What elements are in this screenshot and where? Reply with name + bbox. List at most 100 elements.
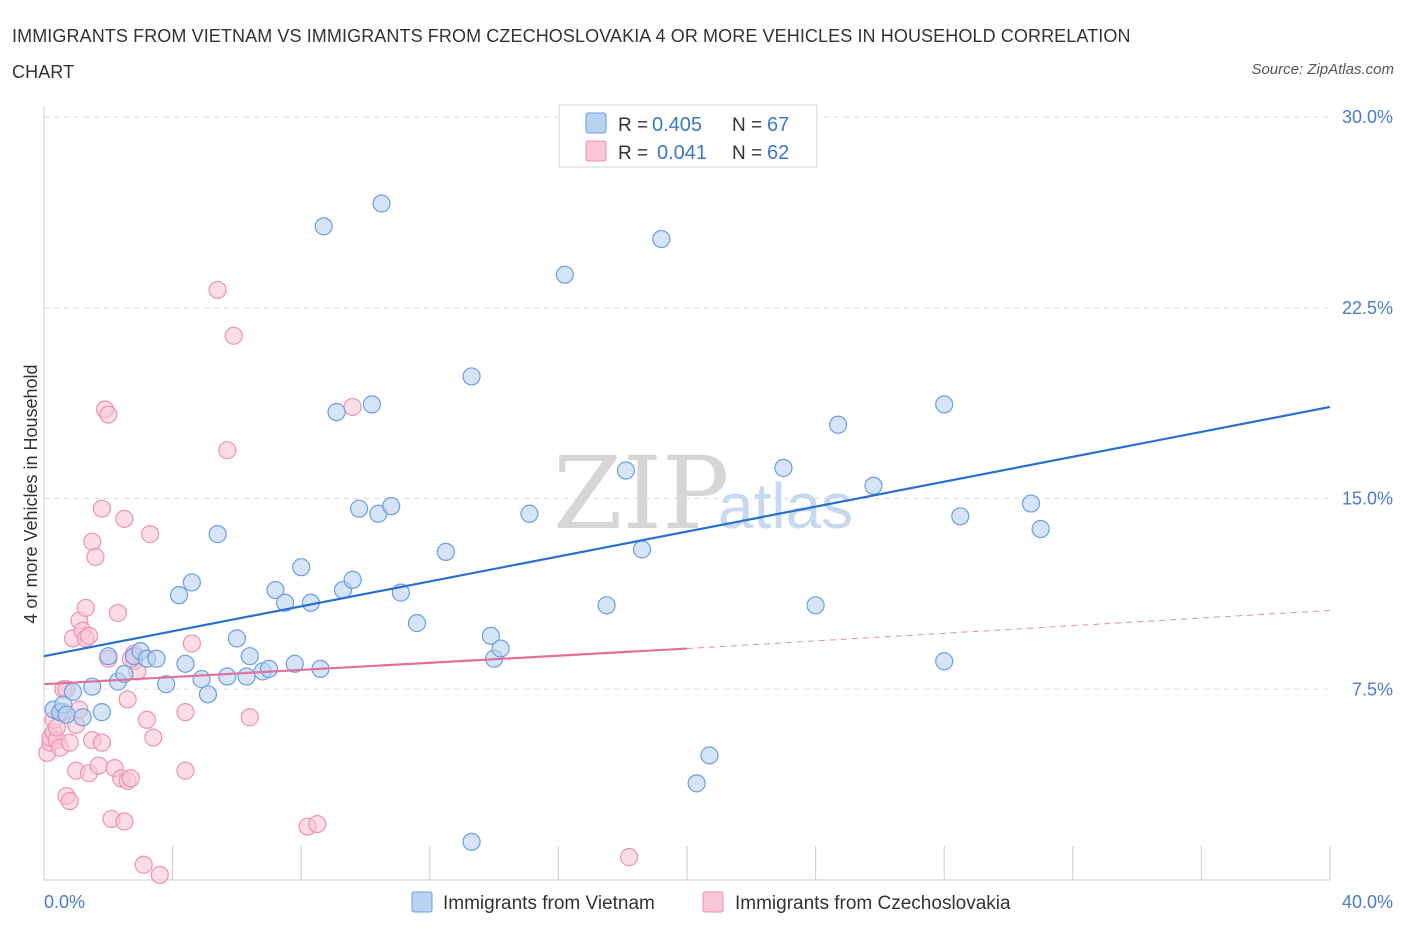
vietnam-point-28 <box>266 580 285 600</box>
vietnam-point-63 <box>935 652 954 671</box>
vietnam-point-19 <box>192 669 211 689</box>
legend-r-value-vietnam: 0.405 <box>652 114 702 136</box>
vietnam-point-14 <box>147 649 166 668</box>
top-legend: R = 0.405 N = 67 R = 0.041 N = 62 <box>558 104 818 168</box>
bottom-legend-label-vietnam: Immigrants from Vietnam <box>443 893 655 914</box>
vietnam-point-41 <box>372 194 391 213</box>
czech-point-59 <box>620 848 639 867</box>
vietnam-point-64 <box>935 395 954 414</box>
x-tick-label-min: 0.0% <box>44 892 85 912</box>
y-tick-labels: 7.5% 15.0% 22.5% 30.0% <box>1342 107 1393 699</box>
trend-lines <box>43 405 1331 686</box>
vietnam-point-53 <box>597 596 616 615</box>
vietnam-point-4 <box>63 682 83 701</box>
watermark-atlas: atlas <box>718 470 853 542</box>
czech-point-40 <box>118 690 137 709</box>
bottom-legend-swatch-vietnam <box>411 891 433 913</box>
vietnam-point-61 <box>829 415 848 434</box>
vietnam-point-24 <box>237 667 256 686</box>
vietnam-point-18 <box>182 573 201 592</box>
vietnam-point-3 <box>57 705 76 724</box>
bottom-legend-swatch-czech <box>702 891 724 913</box>
czech-point-28 <box>92 499 111 518</box>
czech-point-37 <box>115 812 134 831</box>
vietnam-point-51 <box>520 504 539 523</box>
vietnam-point-60 <box>806 596 825 615</box>
czech-point-47 <box>144 728 163 747</box>
vietnam-point-20 <box>198 685 218 704</box>
legend-swatch-czech <box>585 140 607 162</box>
czech-point-50 <box>176 703 195 722</box>
vietnam-point-8 <box>99 647 118 666</box>
legend-n-value-czech: 62 <box>767 142 789 164</box>
vietnam-point-58 <box>700 746 719 765</box>
legend-r-value-czech: 0.041 <box>657 142 707 164</box>
y-tick-label-1: 15.0% <box>1342 489 1393 509</box>
czech-point-13 <box>60 733 79 752</box>
vietnam-point-37 <box>343 570 362 589</box>
czech-point-19 <box>76 598 95 617</box>
y-tick-label-0: 7.5% <box>1352 679 1393 699</box>
vietnam-point-39 <box>362 395 382 414</box>
czech-point-34 <box>108 603 128 623</box>
vietnam-point-45 <box>436 542 455 562</box>
vietnam-point-21 <box>208 525 227 544</box>
legend-n-label-czech: N = <box>732 143 762 164</box>
y-axis-label: 4 or more Vehicles in Household <box>21 364 41 623</box>
vietnam-point-42 <box>382 497 401 516</box>
vietnam-point-57 <box>687 774 706 793</box>
vietnam-point-22 <box>218 667 237 686</box>
chart-title: IMMIGRANTS FROM VIETNAM VS IMMIGRANTS FR… <box>12 26 1131 82</box>
vietnam-point-5 <box>73 708 92 727</box>
czech-point-45 <box>137 710 156 729</box>
gridlines <box>44 116 1330 690</box>
czech-point-49 <box>176 761 195 780</box>
source-note: Source: ZipAtlas.com <box>1251 61 1394 78</box>
vietnam-point-54 <box>616 461 636 480</box>
czech-point-51 <box>182 634 201 653</box>
legend-n-label-vietnam: N = <box>732 115 762 136</box>
vietnam-point-67 <box>1031 519 1050 539</box>
vietnam-point-65 <box>951 507 970 526</box>
czech-point-36 <box>115 509 134 528</box>
czech-point-30 <box>99 405 118 424</box>
vietnam-point-62 <box>864 476 883 495</box>
vietnam-point-10 <box>115 664 134 684</box>
vietnam-point-50 <box>491 639 510 658</box>
vietnam-point-16 <box>169 586 189 605</box>
czech-point-53 <box>218 441 237 460</box>
vietnam-point-48 <box>481 626 500 645</box>
czech-point-48 <box>150 865 169 885</box>
czech-point-54 <box>224 326 243 345</box>
vietnam-point-47 <box>462 832 481 851</box>
czech-point-21 <box>79 626 99 645</box>
czech-point-46 <box>140 525 160 544</box>
czech-point-52 <box>208 280 227 300</box>
legend-r-label-czech: R = <box>618 143 648 164</box>
vietnam-trend-line <box>43 405 1331 658</box>
vietnam-point-31 <box>292 558 311 577</box>
vietnam-point-38 <box>349 499 369 518</box>
vietnam-point-15 <box>157 675 176 694</box>
legend-r-label-vietnam: R = <box>618 115 648 136</box>
czech-point-39 <box>121 769 140 788</box>
y-tick-label-2: 22.5% <box>1342 298 1393 318</box>
bottom-legend-label-czech: Immigrants from Czechoslovakia <box>735 893 1011 914</box>
vietnam-point-66 <box>1021 494 1041 513</box>
vietnam-point-55 <box>632 540 652 559</box>
vietnam-series-points <box>44 194 1050 851</box>
czech-point-55 <box>240 708 259 727</box>
vietnam-point-59 <box>774 458 793 478</box>
czech-trend-line-extension <box>686 609 1331 650</box>
x-tick-label-max: 40.0% <box>1342 892 1393 912</box>
legend-n-value-vietnam: 67 <box>767 114 789 136</box>
vietnam-point-23 <box>227 629 246 648</box>
bottom-legend: Immigrants from Vietnam Immigrants from … <box>411 891 1011 914</box>
vietnam-point-25 <box>240 647 259 666</box>
vietnam-point-56 <box>652 229 671 249</box>
vietnam-point-7 <box>92 703 111 722</box>
czech-point-25 <box>86 547 105 567</box>
czech-trend-line <box>43 647 688 686</box>
czech-point-44 <box>134 855 153 874</box>
